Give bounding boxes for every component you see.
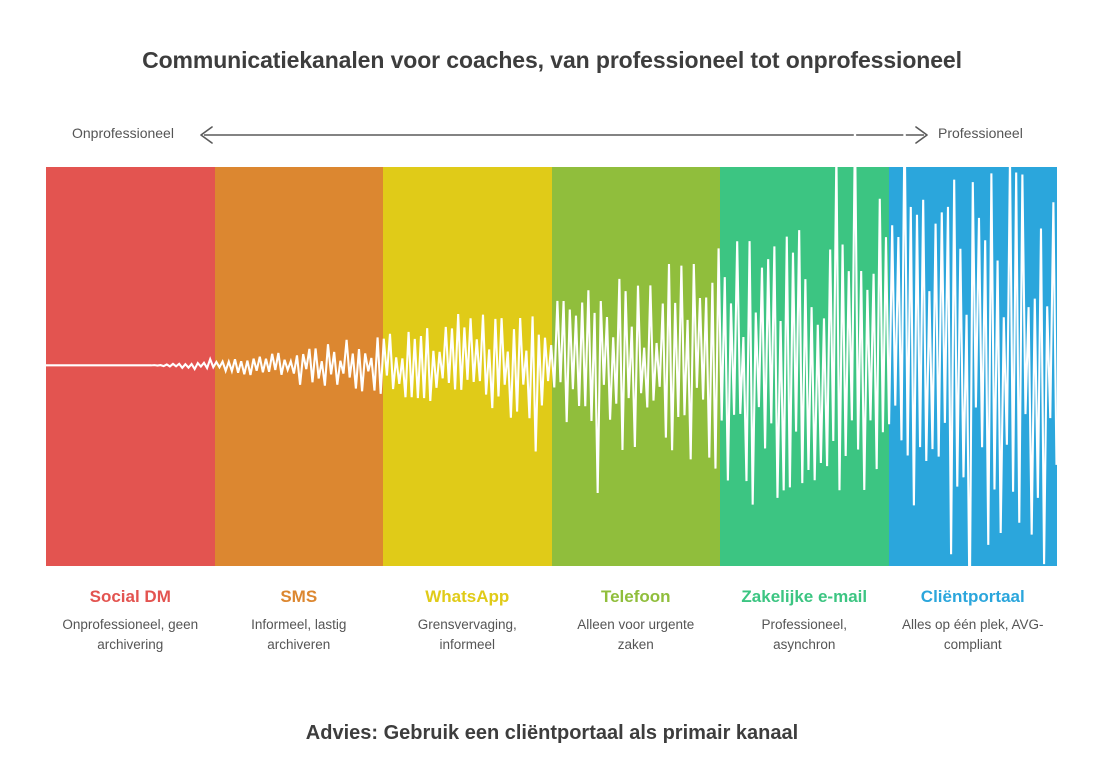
band-clientportaal bbox=[888, 167, 1057, 566]
channel-name: Social DM bbox=[89, 587, 171, 606]
channel-name: Telefoon bbox=[600, 587, 671, 606]
channel-desc: Alles op één plek, AVG-compliant bbox=[901, 617, 1044, 652]
channel-label-row: Social DM Onprofessioneel, geen archiver… bbox=[46, 586, 1057, 654]
channel-desc: Grensvervaging, informeel bbox=[417, 617, 517, 652]
channel-clientportaal: Cliëntportaal Alles op één plek, AVG-com… bbox=[889, 586, 1058, 654]
professionalism-axis: Onprofessioneel Professioneel bbox=[46, 123, 1057, 147]
axis-label-right: Professioneel bbox=[938, 125, 1023, 141]
band-telefoon bbox=[551, 167, 720, 566]
channel-sms: SMS Informeel, lastig archiveren bbox=[215, 586, 384, 654]
channel-whatsapp: WhatsApp Grensvervaging, informeel bbox=[383, 586, 552, 654]
color-band-strip bbox=[46, 167, 1057, 566]
channel-desc: Informeel, lastig archiveren bbox=[251, 617, 347, 652]
band-whatsapp bbox=[383, 167, 552, 566]
channel-name: SMS bbox=[280, 587, 318, 606]
waveform-chart bbox=[46, 115, 1058, 623]
band-sms bbox=[214, 167, 383, 566]
advice-footer: Advies: Gebruik een cliëntportaal als pr… bbox=[305, 722, 799, 744]
channel-telefoon: Telefoon Alleen voor urgente zaken bbox=[552, 586, 721, 654]
channel-desc: Professioneel, asynchron bbox=[761, 617, 848, 652]
channel-social-dm: Social DM Onprofessioneel, geen archiver… bbox=[46, 586, 215, 654]
channel-name: WhatsApp bbox=[425, 587, 510, 606]
channel-desc: Onprofessioneel, geen archivering bbox=[62, 617, 199, 652]
channel-name: Cliëntportaal bbox=[920, 587, 1025, 606]
band-social-dm bbox=[46, 167, 215, 566]
channel-name: Zakelijke e-mail bbox=[741, 587, 868, 606]
band-zakelijke-email bbox=[720, 167, 889, 566]
double-headed-arrow-icon bbox=[200, 126, 928, 144]
page-title: Communicatiekanalen voor coaches, van pr… bbox=[142, 47, 962, 73]
axis-label-left: Onprofessioneel bbox=[72, 125, 174, 141]
channel-desc: Alleen voor urgente zaken bbox=[577, 617, 695, 652]
channel-zakelijke-email: Zakelijke e-mail Professioneel, asynchro… bbox=[720, 586, 889, 654]
